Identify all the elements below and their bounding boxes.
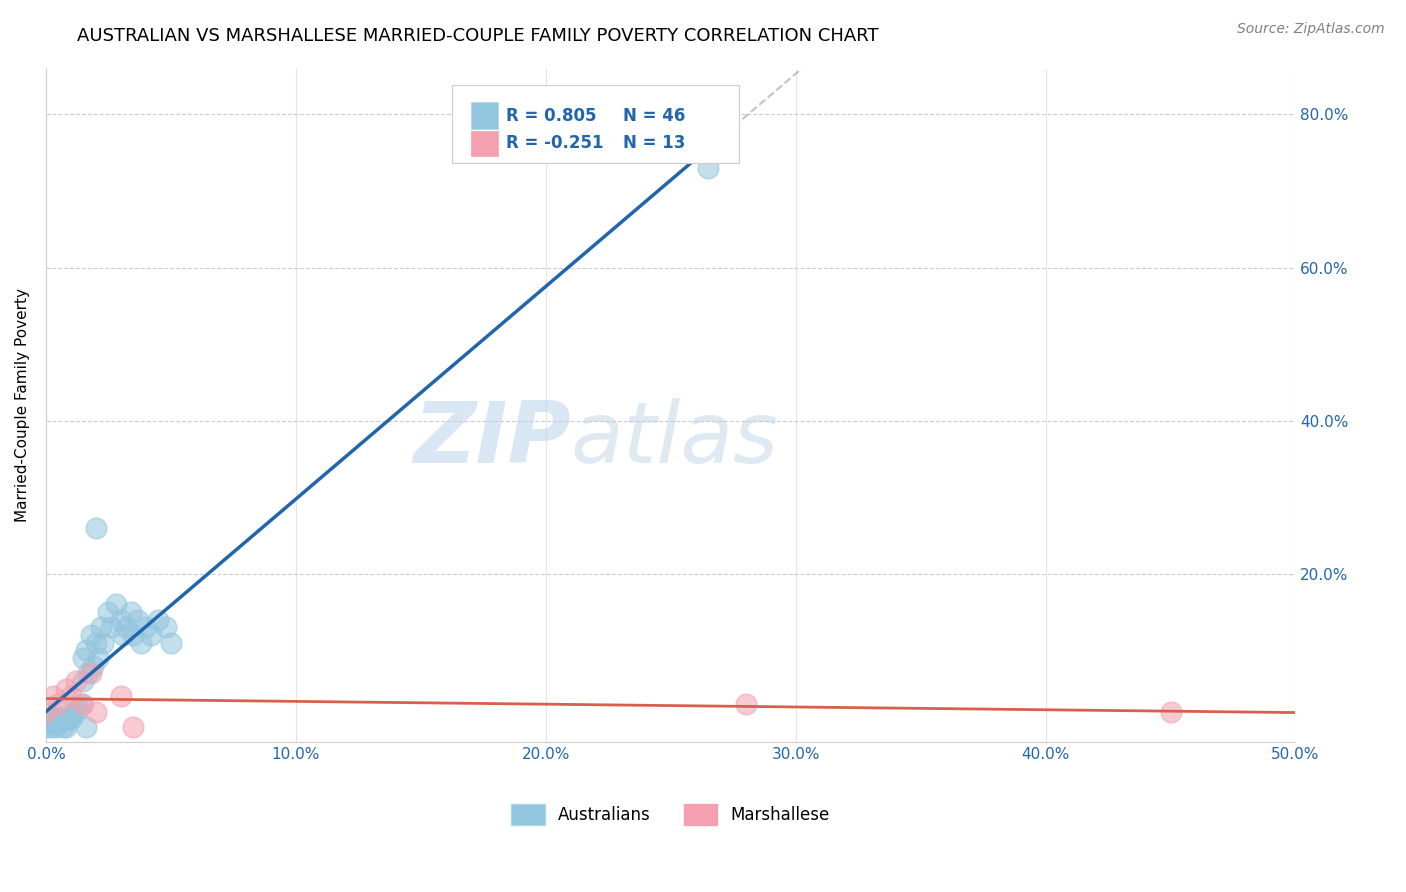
Point (45, 716, 67, 731)
Point (90, 620, 112, 634)
Point (697, 161, 720, 175)
Point (37, 716, 59, 731)
Point (97, 605, 120, 619)
Text: Source: ZipAtlas.com: Source: ZipAtlas.com (1237, 22, 1385, 37)
Point (100, 620, 122, 634)
Text: N = 46: N = 46 (623, 107, 686, 125)
Point (122, 628, 145, 642)
Point (129, 636, 152, 650)
Point (115, 620, 138, 634)
Point (72, 697, 94, 711)
Point (84, 636, 107, 650)
FancyBboxPatch shape (471, 130, 498, 156)
Point (148, 613, 170, 627)
Point (75, 720, 97, 734)
Point (65, 674, 87, 689)
Point (127, 613, 149, 627)
Text: R = -0.251: R = -0.251 (506, 135, 603, 153)
Text: AUSTRALIAN VS MARSHALLESE MARRIED-COUPLE FAMILY POVERTY CORRELATION CHART: AUSTRALIAN VS MARSHALLESE MARRIED-COUPLE… (77, 27, 879, 45)
Legend: Australians, Marshallese: Australians, Marshallese (505, 797, 837, 831)
Point (84, 521, 107, 535)
Point (52, 720, 75, 734)
Point (1160, 705, 1182, 719)
Point (122, 720, 145, 734)
Point (59, 712, 82, 726)
Point (72, 674, 94, 689)
Point (135, 620, 157, 634)
Text: N = 13: N = 13 (623, 135, 686, 153)
Point (42, 712, 65, 726)
Text: R = 0.805: R = 0.805 (506, 107, 596, 125)
Point (55, 720, 77, 734)
Point (67, 701, 90, 715)
Point (59, 690, 82, 704)
FancyBboxPatch shape (471, 103, 498, 129)
Point (155, 620, 177, 634)
Point (65, 705, 87, 719)
Point (42, 690, 65, 704)
FancyBboxPatch shape (453, 86, 740, 163)
Point (59, 708, 82, 723)
Point (734, 697, 756, 711)
Point (82, 658, 104, 673)
Point (39, 714, 62, 728)
Point (80, 666, 103, 681)
Point (77, 666, 100, 681)
Y-axis label: Married-Couple Family Poverty: Married-Couple Family Poverty (15, 288, 30, 523)
Point (39, 720, 62, 734)
Point (84, 705, 107, 719)
Text: atlas: atlas (571, 398, 779, 481)
Point (48, 711, 70, 725)
Point (72, 651, 94, 665)
Point (52, 708, 75, 723)
Point (58, 712, 80, 726)
Point (112, 628, 135, 642)
Point (104, 598, 127, 612)
Point (110, 690, 132, 704)
Point (139, 628, 162, 642)
Point (75, 643, 97, 657)
Point (80, 628, 103, 642)
Point (48, 697, 70, 711)
Point (87, 651, 110, 665)
Point (160, 636, 183, 650)
Text: ZIP: ZIP (413, 398, 571, 481)
Point (110, 613, 132, 627)
Point (35, 720, 58, 734)
Point (93, 636, 115, 650)
Point (55, 681, 77, 696)
Point (120, 605, 142, 619)
Point (70, 697, 93, 711)
Point (45, 720, 67, 734)
Point (49, 714, 72, 728)
Point (35, 705, 58, 719)
